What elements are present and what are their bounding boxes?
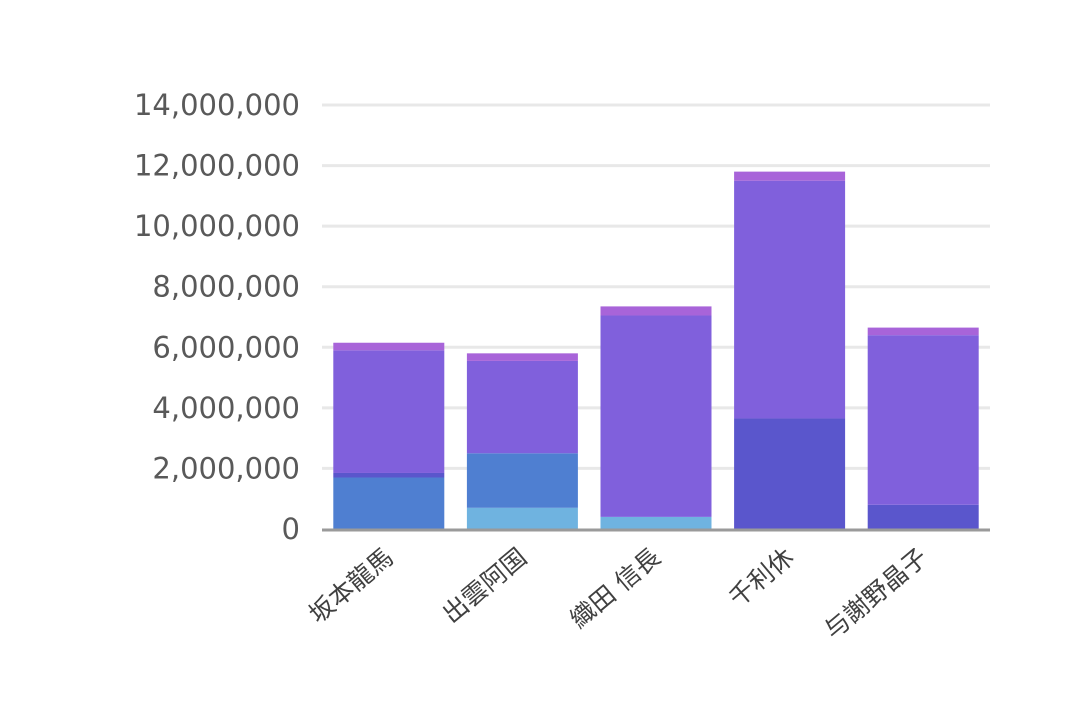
bar-segment	[734, 171, 846, 181]
x-tick-label: 出雲阿国	[437, 542, 532, 629]
bar-segment	[466, 353, 578, 361]
bar-segment	[867, 504, 979, 529]
bar-segment	[600, 315, 712, 517]
y-tick-labels: 0 2,000,000 4,000,000 6,000,000 8,000,000 10,…	[134, 88, 300, 546]
bar-segment	[734, 180, 846, 419]
bar-segment	[867, 327, 979, 336]
y-tick-label: 8,000,000	[152, 270, 300, 304]
bars	[333, 171, 979, 529]
x-tick-label: 坂本龍馬	[303, 542, 398, 629]
bar-segment	[466, 360, 578, 454]
y-tick-label: 6,000,000	[152, 330, 300, 364]
bar-segment	[867, 335, 979, 505]
bar-segment	[734, 418, 846, 529]
bar-segment	[333, 472, 445, 478]
bar-segment	[600, 516, 712, 529]
bar-segment	[466, 453, 578, 508]
y-tick-label: 14,000,000	[134, 88, 300, 122]
y-tick-label: 0	[282, 512, 300, 546]
bar-segment	[600, 306, 712, 316]
x-tick-label: 織田 信長	[565, 542, 666, 634]
bar-segment	[333, 477, 445, 529]
y-tick-label: 12,000,000	[134, 149, 300, 183]
bar-segment	[333, 342, 445, 351]
x-tick-label: 与謝野晶子	[819, 542, 933, 645]
x-tick-label: 千利休	[723, 542, 799, 612]
y-tick-label: 2,000,000	[152, 451, 300, 485]
bar-segment	[466, 507, 578, 529]
x-tick-labels: 坂本龍馬 出雲阿国 織田 信長 千利休 与謝野晶子	[303, 542, 933, 645]
bar-segment	[333, 350, 445, 473]
y-tick-label: 10,000,000	[134, 209, 300, 243]
y-tick-label: 4,000,000	[152, 391, 300, 425]
